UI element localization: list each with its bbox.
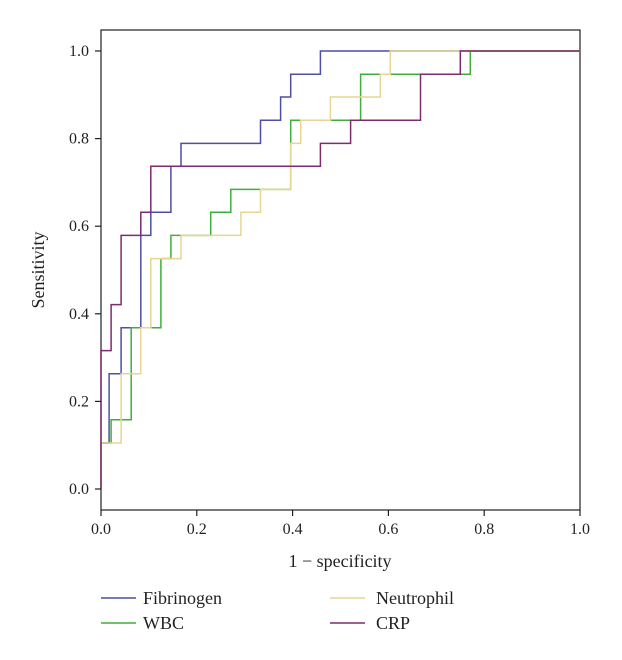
legend-item-neutrophil: Neutrophil [330,588,454,608]
series-line-wbc [100,50,580,489]
legend-label: WBC [143,613,184,633]
series-line-fibrinogen [100,50,580,489]
x-tick-label: 0.8 [474,521,494,538]
y-tick-label: 0.2 [69,393,89,410]
y-axis-title: Sensitivity [28,231,48,308]
legend-label: Neutrophil [376,588,454,608]
y-tick-label: 0.0 [69,481,89,498]
plot-frame [100,29,581,511]
x-tick-label: 1.0 [570,521,590,538]
legend-item-crp: CRP [330,613,410,633]
legend-item-fibrinogen: Fibrinogen [101,588,222,608]
legend-label: CRP [376,613,410,633]
y-tick-label: 1.0 [69,43,89,60]
legend-item-wbc: WBC [101,613,184,633]
plot-border [100,29,581,511]
legend-label: Fibrinogen [143,588,222,608]
y-tick-label: 0.4 [69,306,89,323]
series-line-crp [100,50,580,489]
x-tick-label: 0.0 [91,521,111,538]
x-tick-label: 0.4 [283,521,303,538]
series-layer [100,50,580,489]
y-tick-label: 0.8 [69,131,89,148]
axis-layer: 0.0 0.2 0.4 0.6 0.8 1.0 0.0 0.2 0.4 0.6 0.8 1.0 [69,43,590,538]
x-axis-title: 1 − specificity [288,551,391,571]
x-tick-label: 0.2 [187,521,207,538]
legend: Fibrinogen WBC Neutrophil CRP [101,588,454,633]
y-tick-label: 0.6 [69,218,89,235]
x-tick-label: 0.6 [378,521,398,538]
series-line-neutrophil [100,50,580,489]
